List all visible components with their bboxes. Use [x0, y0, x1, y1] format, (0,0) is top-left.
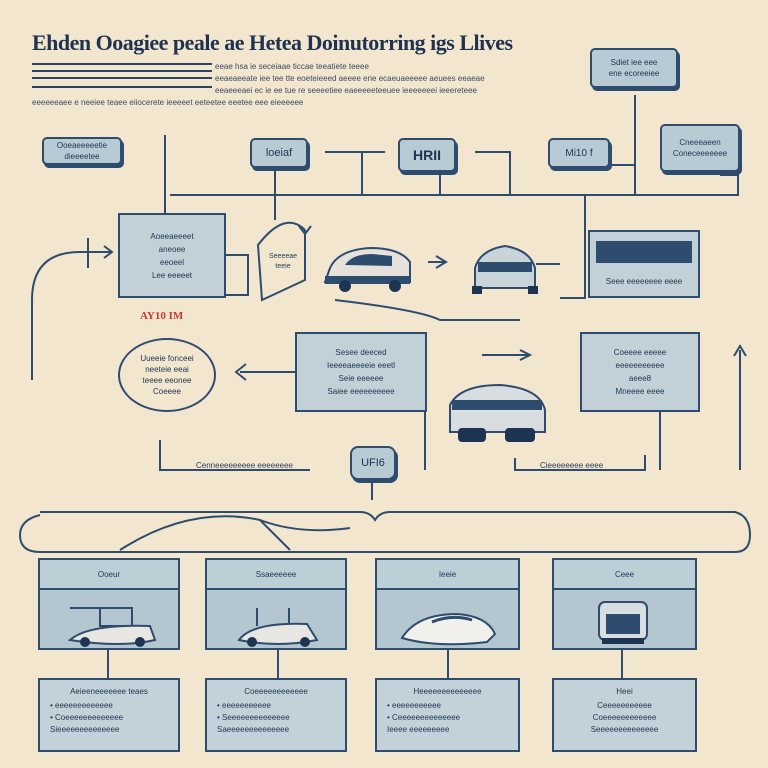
bottom-note: Heei Ceeeeeeeeeee Coeeeeeeeeeeee Seeeeee… [552, 678, 697, 752]
note-line: Seeeeeeeeeeeeee [590, 725, 659, 734]
top-box-c: HRII [398, 138, 456, 172]
right-panel-line: Mneeee eeee [615, 387, 665, 396]
right-pill-label: Cieeeeeeee eeee [540, 461, 604, 470]
scale-label-line: teeie [275, 263, 291, 270]
subtitle-line: eeaeeeaei ec ie ee tue re seeeetiee eaee… [215, 86, 477, 95]
note-line: Sieeeeeeeeeeeeee [50, 725, 120, 734]
card-header: Ceee [554, 560, 695, 590]
bottom-card: Ieeie [375, 558, 520, 650]
car-illustration [237, 608, 319, 647]
left-pill-label: Cenneeeeeeeee eeeeeeee [196, 461, 293, 470]
bottom-note: Aeieeneeeeeee teaes • eeeeeeeeeeeee • Co… [38, 678, 180, 752]
right-panel-line: eeeeeeeeeee [615, 361, 665, 370]
ellipse-line: neeteie eeai [145, 365, 189, 374]
title-rule [32, 86, 212, 88]
left-panel-line: eeoeel [159, 257, 185, 267]
top-box-f: Sdiet iee eee ene ecoreeiee [590, 48, 678, 88]
pod-illustration [598, 601, 648, 644]
shuttle-pod-illustration [449, 383, 546, 442]
bottom-card: Ssaeeeeee [205, 558, 347, 650]
top-box-e: Cneeeaeen Coneceeeeeee [660, 124, 740, 172]
card-header: Ooeur [40, 560, 178, 590]
page-title: Ehden Ooagiee peale ae Hetea Doinutorrin… [32, 30, 513, 55]
top-box-f-line: Sdiet iee eee [610, 58, 658, 67]
ellipse-node: Uueeie fonceei neeteie eeai teeee eeonee… [118, 338, 216, 412]
subtitle-line: eeeeeeaee e neeiee teaee eiiocerete ieee… [32, 98, 304, 107]
note-line: • Seeeeeeeeeeeeee [217, 713, 290, 722]
note-line: Coeeeeeeeeeeee [592, 713, 657, 722]
top-box-d: Mi10 f [548, 138, 610, 168]
car-illustration [67, 607, 157, 647]
right-bar-label: Seee eeeeeeee eeee [605, 277, 683, 286]
center-panel: Sesee deeced Ieeeeaeeeeie eeetl Seie eee… [295, 332, 427, 412]
right-panel-line: Coeeee eeeee [613, 348, 667, 357]
subtitle-line: eeaeaeeate iee tee tte eoeteieeed aeeee … [215, 74, 485, 83]
title-rule [32, 63, 212, 65]
note-line: Ceeeeeeeeeee [597, 701, 652, 710]
bottom-note: Coeeeeeeeeeeee • eeeeeeeeeee • Seeeeeeee… [205, 678, 347, 752]
ellipse-line: teeee eeonee [142, 376, 192, 385]
scale-label: Seeeeae teeie [262, 252, 304, 272]
scale-label-line: Seeeeae [268, 253, 298, 260]
ellipse-line: Coeeee [152, 387, 182, 396]
card-header: Ssaeeeeee [207, 560, 345, 590]
bottom-card: Ceee [552, 558, 697, 650]
top-box-f-line: ene ecoreeiee [608, 69, 660, 78]
title-rule [32, 77, 212, 79]
note-title: Heei [616, 687, 633, 696]
title-rule [32, 70, 212, 72]
left-panel-line: Lee eeeeet [151, 270, 193, 280]
center-panel-line: Seie eeeeee [338, 374, 384, 383]
red-label: AY10 IM [140, 310, 184, 322]
right-panel: Coeeee eeeee eeeeeeeeeee aeee8 Mneeee ee… [580, 332, 700, 412]
left-panel-line: aneoee [158, 244, 186, 254]
right-bar [596, 241, 692, 263]
bottom-note: Heeeeeeeeeeeeee • eeeeeeeeeee • Ceeeeeee… [375, 678, 520, 752]
note-title: Heeeeeeeeeeeeee [413, 687, 482, 696]
subtitle-line: eeae hsa ie seceiaae ticcae teeatiete te… [215, 62, 369, 71]
note-line: Ieeee eeeeeeeee [387, 725, 450, 734]
note-title: Coeeeeeeeeeeee [244, 687, 308, 696]
compact-car-illustration [323, 246, 411, 292]
ellipse-line: Uueeie fonceei [140, 354, 194, 363]
left-panel: Aoeeaeeeet aneoee eeoeel Lee eeeeet [118, 213, 226, 298]
front-car-illustration [472, 244, 560, 294]
note-line: • eeeeeeeeeeeee [50, 701, 113, 710]
right-panel-line: aeee8 [628, 374, 652, 383]
note-line: Saeeeeeeeeeeeeee [217, 725, 290, 734]
note-title: Aeieeneeeeeee teaes [70, 687, 148, 696]
note-line: • eeeeeeeeeee [217, 701, 271, 710]
center-panel-line: Ieeeeaeeeeie eeetl [326, 361, 396, 370]
center-panel-line: Saiee eeeeeeeeee [327, 387, 395, 396]
card-header: Ieeie [377, 560, 518, 590]
bottom-card: Ooeur [38, 558, 180, 650]
note-line: • eeeeeeeeeee [387, 701, 441, 710]
top-box-a: Ooeaeeeeetie dieeeetee [42, 137, 122, 165]
left-panel-line: Aoeeaeeeet [150, 231, 194, 241]
top-box-b: loeiaf [250, 138, 308, 168]
hub-box: UFI6 [350, 446, 396, 480]
center-panel-line: Sesee deeced [335, 348, 387, 357]
car-illustration [400, 612, 497, 646]
note-line: • Coeeeeeeeeeeeee [50, 713, 124, 722]
note-line: • Ceeeeeeeeeeeeee [387, 713, 461, 722]
right-bar-panel: Seee eeeeeeee eeee [588, 230, 700, 298]
